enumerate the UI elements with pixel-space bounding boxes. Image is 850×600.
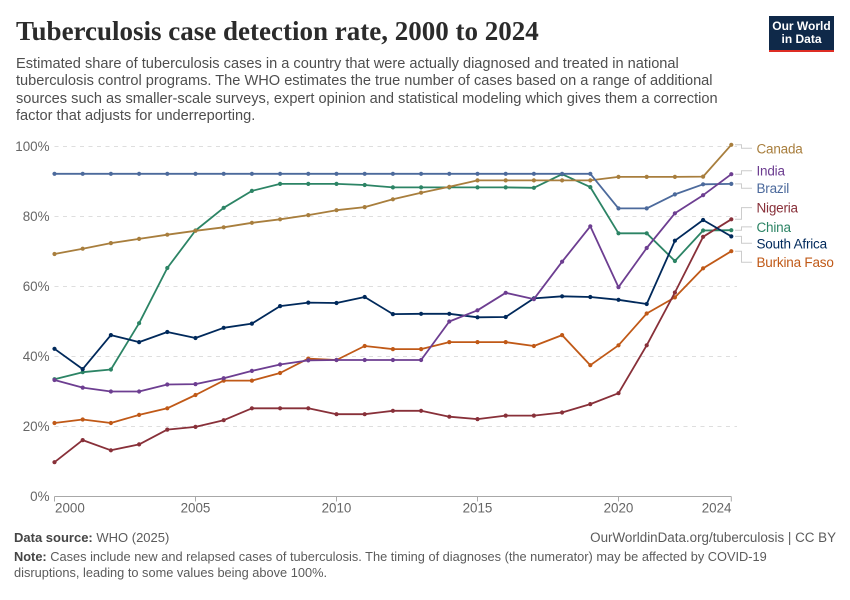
svg-text:2015: 2015 xyxy=(463,501,493,516)
svg-text:40%: 40% xyxy=(23,349,50,364)
svg-text:2020: 2020 xyxy=(604,501,634,516)
svg-text:2005: 2005 xyxy=(181,501,211,516)
svg-text:Brazil: Brazil xyxy=(757,181,790,196)
svg-text:India: India xyxy=(757,164,786,179)
svg-text:60%: 60% xyxy=(23,279,50,294)
svg-text:20%: 20% xyxy=(23,419,50,434)
svg-text:2010: 2010 xyxy=(322,501,352,516)
svg-text:China: China xyxy=(757,220,792,235)
svg-text:0%: 0% xyxy=(30,489,49,504)
svg-text:Burkina Faso: Burkina Faso xyxy=(757,255,834,270)
svg-text:Nigeria: Nigeria xyxy=(757,201,799,216)
svg-text:2000: 2000 xyxy=(55,501,85,516)
svg-text:2024: 2024 xyxy=(702,501,732,516)
svg-text:Canada: Canada xyxy=(757,141,804,156)
svg-text:South Africa: South Africa xyxy=(757,236,828,251)
svg-text:80%: 80% xyxy=(23,209,50,224)
svg-text:100%: 100% xyxy=(15,139,49,154)
